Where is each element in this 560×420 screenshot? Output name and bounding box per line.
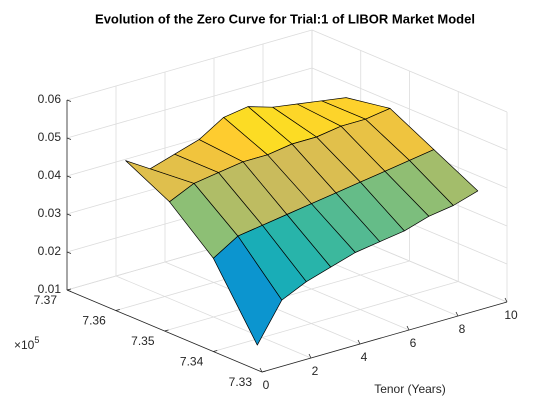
x-tick-label: 10 (504, 308, 518, 322)
x-tick-label: 2 (312, 364, 319, 378)
y-tick-label: 7.36 (82, 314, 106, 328)
chart-title: Evolution of the Zero Curve for Trial:1 … (95, 11, 475, 26)
z-tick (66, 175, 72, 178)
z-tick-label: 0.01 (38, 282, 62, 296)
grid-line (66, 67, 313, 139)
x-tick-label: 0 (263, 378, 270, 392)
z-tick (66, 213, 72, 216)
y-tick (115, 309, 120, 311)
z-tick (66, 137, 72, 140)
x-tick (308, 353, 312, 359)
x-tick-label: 8 (459, 322, 466, 336)
x-axis (261, 301, 508, 373)
y-tick-label: 7.35 (131, 334, 155, 348)
x-axis-label: Tenor (Years) (374, 382, 446, 396)
y-tick-label: 7.37 (34, 293, 58, 307)
x-tick (357, 339, 361, 345)
x-tick (406, 325, 410, 331)
z-tick (66, 289, 72, 292)
y-tick (213, 350, 218, 352)
z-tick-label: 0.03 (38, 206, 62, 220)
x-tick (455, 311, 459, 317)
y-tick-label: 7.34 (180, 355, 204, 369)
z-tick-label: 0.04 (38, 168, 62, 182)
grid-line (311, 29, 508, 113)
grid-line (213, 281, 459, 352)
z-tick (66, 99, 72, 102)
y-exponent: ×105 (14, 335, 39, 352)
y-exponent-base: ×10 (14, 338, 35, 352)
z-tick-label: 0.02 (38, 244, 62, 258)
y-tick (164, 329, 169, 332)
z-tick-label: 0.05 (38, 130, 62, 144)
grid-line (66, 29, 313, 101)
surface-cell (213, 235, 283, 346)
y-exponent-power: 5 (34, 335, 39, 345)
x-tick (504, 297, 508, 303)
z-tick (66, 251, 72, 254)
z-tick-label: 0.06 (38, 92, 62, 106)
x-tick (259, 367, 263, 373)
grid-line (311, 67, 508, 151)
x-tick-label: 4 (361, 350, 368, 364)
y-tick (261, 370, 267, 373)
y-tick-label: 7.33 (229, 375, 253, 389)
x-tick-label: 6 (410, 336, 417, 350)
